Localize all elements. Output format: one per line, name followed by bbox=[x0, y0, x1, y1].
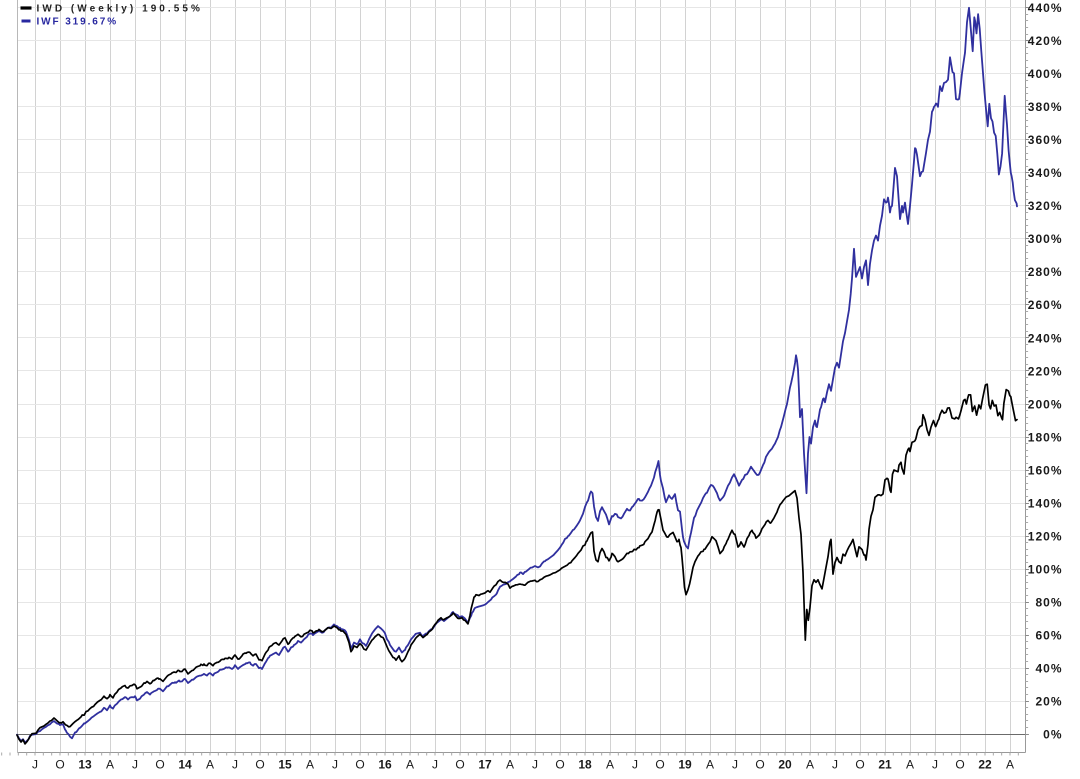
svg-text:O: O bbox=[255, 758, 264, 772]
svg-text:J: J bbox=[432, 758, 438, 772]
svg-text:200%: 200% bbox=[1028, 397, 1063, 411]
svg-text:260%: 260% bbox=[1028, 298, 1063, 312]
svg-text:A: A bbox=[806, 758, 814, 772]
svg-text:O: O bbox=[555, 758, 564, 772]
svg-text:IWF 319.67%: IWF 319.67% bbox=[37, 17, 118, 28]
svg-text:A: A bbox=[206, 758, 214, 772]
svg-text:280%: 280% bbox=[1028, 265, 1063, 279]
svg-text:J: J bbox=[932, 758, 938, 772]
svg-text:A: A bbox=[606, 758, 614, 772]
svg-text:O: O bbox=[855, 758, 864, 772]
svg-text:J: J bbox=[632, 758, 638, 772]
svg-text:J: J bbox=[232, 758, 238, 772]
svg-text:17: 17 bbox=[478, 758, 492, 772]
svg-text:O: O bbox=[355, 758, 364, 772]
svg-text:320%: 320% bbox=[1028, 199, 1063, 213]
svg-text:300%: 300% bbox=[1028, 232, 1063, 246]
svg-text:J: J bbox=[732, 758, 738, 772]
svg-text:100%: 100% bbox=[1028, 562, 1063, 576]
svg-text:340%: 340% bbox=[1028, 166, 1063, 180]
svg-text:O: O bbox=[55, 758, 64, 772]
svg-text:A: A bbox=[306, 758, 314, 772]
svg-text:A: A bbox=[1006, 758, 1014, 772]
svg-text:13: 13 bbox=[78, 758, 92, 772]
svg-text:O: O bbox=[455, 758, 464, 772]
svg-text:16: 16 bbox=[378, 758, 392, 772]
svg-text:A: A bbox=[106, 758, 114, 772]
svg-text:O: O bbox=[655, 758, 664, 772]
svg-text:21: 21 bbox=[878, 758, 892, 772]
svg-text:J: J bbox=[32, 758, 38, 772]
svg-text:J: J bbox=[132, 758, 138, 772]
svg-text:19: 19 bbox=[678, 758, 692, 772]
svg-text:A: A bbox=[706, 758, 714, 772]
svg-text:O: O bbox=[755, 758, 764, 772]
svg-text:160%: 160% bbox=[1028, 463, 1063, 477]
svg-text:O: O bbox=[155, 758, 164, 772]
svg-text:A: A bbox=[406, 758, 414, 772]
svg-text:J: J bbox=[532, 758, 538, 772]
svg-text:IWD (Weekly) 190.55%: IWD (Weekly) 190.55% bbox=[37, 3, 203, 14]
svg-text:360%: 360% bbox=[1028, 133, 1063, 147]
svg-text:A: A bbox=[906, 758, 914, 772]
svg-text:18: 18 bbox=[578, 758, 592, 772]
svg-text:22: 22 bbox=[978, 758, 992, 772]
svg-text:420%: 420% bbox=[1028, 34, 1063, 48]
svg-text:440%: 440% bbox=[1028, 1, 1063, 15]
svg-text:20: 20 bbox=[778, 758, 792, 772]
svg-text:180%: 180% bbox=[1028, 430, 1063, 444]
svg-text:240%: 240% bbox=[1028, 331, 1063, 345]
svg-text:20%: 20% bbox=[1035, 695, 1062, 709]
svg-text:220%: 220% bbox=[1028, 364, 1063, 378]
svg-text:140%: 140% bbox=[1028, 496, 1063, 510]
svg-text:O: O bbox=[955, 758, 964, 772]
svg-text:A: A bbox=[506, 758, 514, 772]
svg-text:14: 14 bbox=[178, 758, 192, 772]
svg-text:60%: 60% bbox=[1035, 628, 1062, 642]
svg-text:400%: 400% bbox=[1028, 67, 1063, 81]
svg-text:J: J bbox=[832, 758, 838, 772]
svg-text:120%: 120% bbox=[1028, 529, 1063, 543]
svg-text:15: 15 bbox=[278, 758, 292, 772]
svg-text:80%: 80% bbox=[1035, 595, 1062, 609]
svg-text:0%: 0% bbox=[1043, 728, 1062, 742]
svg-text:40%: 40% bbox=[1035, 662, 1062, 676]
svg-text:J: J bbox=[332, 758, 338, 772]
svg-text:380%: 380% bbox=[1028, 100, 1063, 114]
